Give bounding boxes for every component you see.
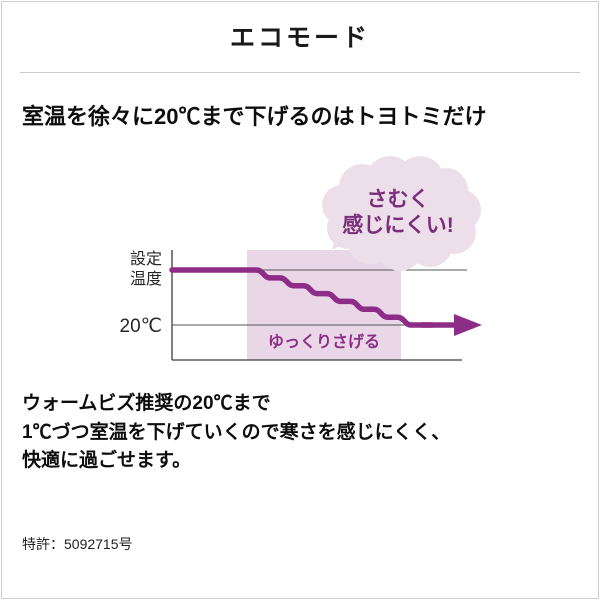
- svg-text:温度: 温度: [130, 270, 162, 288]
- svg-text:さむく: さむく: [367, 188, 430, 211]
- svg-text:設定: 設定: [130, 250, 162, 268]
- svg-text:20℃: 20℃: [120, 316, 162, 337]
- svg-text:感じにくい!: 感じにくい!: [342, 213, 454, 237]
- svg-text:ゆっくりさげる: ゆっくりさげる: [268, 333, 380, 351]
